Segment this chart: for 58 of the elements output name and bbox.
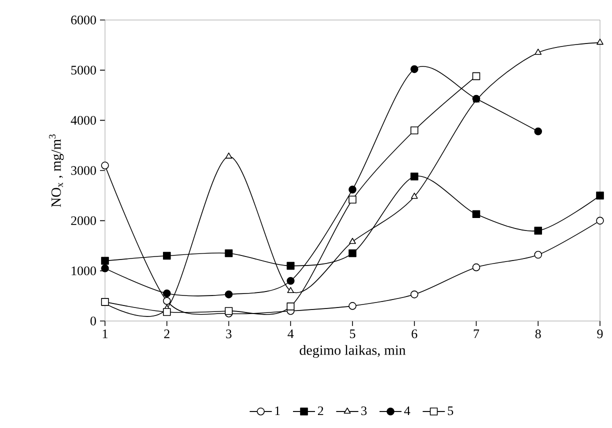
legend-label: 4	[404, 406, 410, 416]
x-tick-label: 3	[226, 330, 232, 338]
point	[410, 172, 418, 180]
point	[162, 308, 171, 316]
point	[101, 256, 109, 265]
y-tick-label: 5000	[71, 66, 96, 75]
point	[349, 238, 356, 244]
point	[410, 65, 418, 74]
y-tick-label: 6000	[71, 16, 96, 24]
point	[472, 72, 480, 80]
point	[534, 250, 542, 259]
point	[596, 38, 604, 45]
x-tick-label: 1	[102, 330, 108, 338]
point	[286, 276, 295, 285]
point	[596, 192, 604, 200]
point	[224, 249, 233, 258]
point	[348, 186, 356, 194]
point	[410, 290, 418, 298]
point	[410, 126, 418, 134]
point	[225, 152, 232, 159]
x-tick-label: 4	[288, 330, 294, 338]
x-tick-label: 8	[535, 330, 541, 338]
point	[286, 262, 295, 270]
point	[162, 252, 171, 260]
legend-label: 2	[318, 406, 324, 416]
y-tick-label: 4000	[70, 116, 96, 125]
x-tick-label: 2	[164, 330, 170, 338]
x-tick-label: 9	[597, 330, 603, 338]
point	[348, 302, 356, 310]
point	[534, 127, 542, 136]
point	[348, 196, 356, 204]
point	[287, 287, 294, 294]
legend-label: 5	[448, 406, 454, 416]
point	[162, 290, 171, 298]
legend-label: 3	[361, 406, 367, 416]
y-tick-label: 3000	[71, 166, 96, 175]
point	[162, 297, 171, 305]
x-tick-label: 7	[474, 330, 480, 338]
point	[534, 48, 542, 55]
y-tick-label: 0	[90, 316, 96, 326]
point	[224, 307, 233, 315]
legend-label: 1	[275, 406, 280, 416]
x-tick-label: 5	[350, 330, 356, 338]
point	[472, 210, 480, 218]
x-tick-label: 6	[412, 330, 418, 338]
point	[596, 216, 604, 225]
point	[534, 226, 542, 235]
point	[286, 302, 295, 310]
y-tick-label: 2000	[71, 216, 96, 226]
point	[101, 162, 109, 170]
point	[472, 263, 480, 272]
point	[348, 249, 356, 258]
point	[410, 192, 418, 199]
y-axis-title: NO$_{x}$ , mg/m$^{3}$	[49, 134, 64, 208]
x-axis-title: degimo laikas, min	[300, 345, 406, 358]
y-tick-label: 1000	[72, 266, 96, 276]
point	[224, 290, 233, 298]
point	[101, 264, 109, 272]
